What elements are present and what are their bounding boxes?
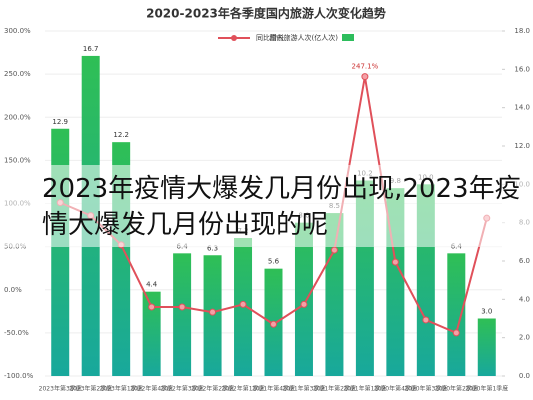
legend-swatch — [231, 35, 237, 41]
y-tick-label: 150.0% — [4, 156, 31, 164]
bar-label: 6.3 — [207, 244, 218, 252]
x-tick-label: 2020年第2季度 — [435, 385, 478, 393]
y2-tick-label: 16.0 — [514, 65, 530, 73]
bar — [447, 253, 466, 376]
y2-tick-label: 12.0 — [514, 142, 530, 150]
line-point — [300, 300, 308, 308]
x-tick-label: 2020年第1季度 — [465, 385, 508, 393]
bar-label: 3.0 — [481, 308, 492, 316]
x-tick-label: 2020年第3季度 — [404, 385, 447, 393]
legend-swatch — [342, 34, 354, 41]
bar — [325, 213, 344, 376]
y2-tick-label: 18.0 — [514, 27, 530, 35]
bar — [173, 253, 192, 376]
x-tick-label: 2022年第2季度 — [191, 385, 234, 393]
bar-label: 12.2 — [113, 131, 129, 139]
x-tick-label: 2020年第4季度 — [374, 385, 417, 393]
x-tick-label: 2022年第1季度 — [221, 385, 264, 393]
bar-label: 16.7 — [83, 45, 99, 53]
line-point — [422, 316, 430, 324]
overlay-text: 2023年疫情大爆发几月份出现,2023年疫情大爆发几月份出现的呢 — [0, 165, 533, 247]
y2-tick-label: 2.0 — [519, 334, 530, 342]
x-tick-label: 2022年第4季度 — [130, 385, 173, 393]
y2-tick-label: 6.0 — [519, 257, 530, 265]
y-tick-label: 300.0% — [4, 27, 31, 35]
bar — [477, 318, 496, 376]
y2-tick-label: 4.0 — [519, 295, 530, 303]
x-tick-label: 2023年第2季度 — [69, 385, 112, 393]
y-tick-label: 0.0% — [4, 286, 22, 294]
y-tick-label: -50.0% — [4, 329, 29, 337]
x-tick-label: 2021年第4季度 — [252, 385, 295, 393]
bar — [294, 222, 313, 376]
line-point — [209, 308, 217, 316]
bar-label: 5.6 — [268, 258, 280, 266]
line-point — [178, 303, 186, 311]
line-point — [148, 303, 156, 311]
bar-label: 4.4 — [146, 281, 158, 289]
x-tick-label: 2023年第3季度 — [39, 385, 82, 393]
line-point — [270, 320, 277, 328]
line-point — [361, 73, 369, 81]
bar — [142, 291, 161, 376]
x-tick-label: 2022年第3季度 — [161, 385, 204, 393]
y-tick-label: 250.0% — [4, 70, 31, 78]
legend-label: 国内旅游人次(亿人次) — [270, 33, 339, 42]
x-tick-label: 2023年第1季度 — [100, 385, 143, 393]
x-tick-label: 2021年第3季度 — [282, 385, 325, 393]
chart-title: 2020-2023年各季度国内旅游人次变化趋势 — [146, 6, 386, 21]
line-point — [239, 300, 247, 308]
bar-label: 12.9 — [52, 118, 68, 126]
legend-label: 同比增长 — [256, 33, 284, 42]
x-tick-label: 2021年第1季度 — [343, 385, 386, 393]
y-tick-label: -100.0% — [4, 372, 34, 380]
y-tick-label: 200.0% — [4, 113, 31, 121]
line-point — [330, 246, 338, 254]
y2-tick-label: 14.0 — [514, 104, 530, 112]
line-point — [391, 258, 399, 266]
line-label: 247.1% — [352, 63, 379, 71]
y2-tick-label: 0.0 — [519, 372, 530, 380]
x-tick-label: 2021年第2季度 — [313, 385, 356, 393]
line-point — [452, 329, 460, 337]
